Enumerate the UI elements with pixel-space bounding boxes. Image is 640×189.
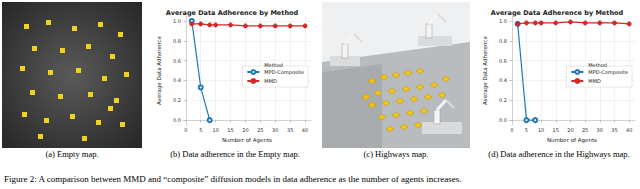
svg-text:1.0: 1.0 — [499, 18, 507, 24]
html-text:(c) Highways map.: (c) Highways map. — [363, 149, 429, 159]
svg-text:Average Data Adherence: Average Data Adherence — [482, 36, 489, 105]
svg-text:30: 30 — [272, 127, 278, 133]
svg-text:Average Data Adherence by Meth: Average Data Adherence by Method — [166, 9, 299, 17]
svg-text:20: 20 — [567, 127, 573, 133]
svg-text:40: 40 — [302, 127, 308, 133]
html-text:(b) Data adherence in the Empt: (b) Data adherence in the Empty map. — [170, 149, 300, 159]
svg-text:0: 0 — [510, 127, 513, 133]
svg-text:5: 5 — [525, 127, 528, 133]
svg-text:0.8: 0.8 — [173, 38, 181, 44]
svg-text:Average Data Adherence: Average Data Adherence — [156, 36, 163, 105]
svg-text:30: 30 — [597, 127, 603, 133]
html-text:(a) Empty map.: (a) Empty map. — [45, 149, 99, 159]
svg-text:0.4: 0.4 — [173, 77, 181, 83]
svg-text:Number of Agents: Number of Agents — [547, 137, 597, 144]
svg-text:1.0: 1.0 — [173, 18, 181, 24]
svg-text:0.8: 0.8 — [499, 38, 507, 44]
svg-text:25: 25 — [582, 127, 588, 133]
svg-text:0.0: 0.0 — [173, 117, 181, 123]
svg-text:MMD: MMD — [264, 78, 277, 84]
svg-text:MPD-Composite: MPD-Composite — [264, 69, 304, 76]
svg-text:40: 40 — [626, 127, 632, 133]
html-text:(d) Data adherence in the High: (d) Data adherence in the Highways map. — [488, 149, 630, 159]
svg-text:0.0: 0.0 — [499, 117, 507, 123]
svg-text:5: 5 — [199, 127, 202, 133]
svg-text:10: 10 — [538, 127, 544, 133]
svg-text:35: 35 — [611, 127, 617, 133]
svg-text:MPD-Composite: MPD-Composite — [588, 69, 628, 76]
svg-text:Number of Agents: Number of Agents — [222, 137, 272, 144]
svg-text:20: 20 — [242, 127, 248, 133]
html-text:Figure 2: A comparison between: Figure 2: A comparison between MMD and “… — [4, 174, 462, 184]
svg-text:15: 15 — [227, 127, 233, 133]
svg-text:0.4: 0.4 — [499, 77, 507, 83]
svg-text:0.2: 0.2 — [499, 97, 507, 103]
svg-text:0: 0 — [184, 127, 187, 133]
svg-text:Method: Method — [264, 62, 283, 68]
svg-text:0.2: 0.2 — [173, 97, 181, 103]
svg-text:15: 15 — [553, 127, 559, 133]
svg-text:25: 25 — [257, 127, 263, 133]
svg-text:0.6: 0.6 — [173, 58, 181, 64]
svg-text:35: 35 — [287, 127, 293, 133]
svg-text:0.6: 0.6 — [499, 58, 507, 64]
svg-text:10: 10 — [212, 127, 218, 133]
svg-text:Average Data Adherence by Meth: Average Data Adherence by Method — [491, 9, 624, 17]
svg-text:Method: Method — [588, 62, 607, 68]
svg-text:MMD: MMD — [588, 78, 601, 84]
